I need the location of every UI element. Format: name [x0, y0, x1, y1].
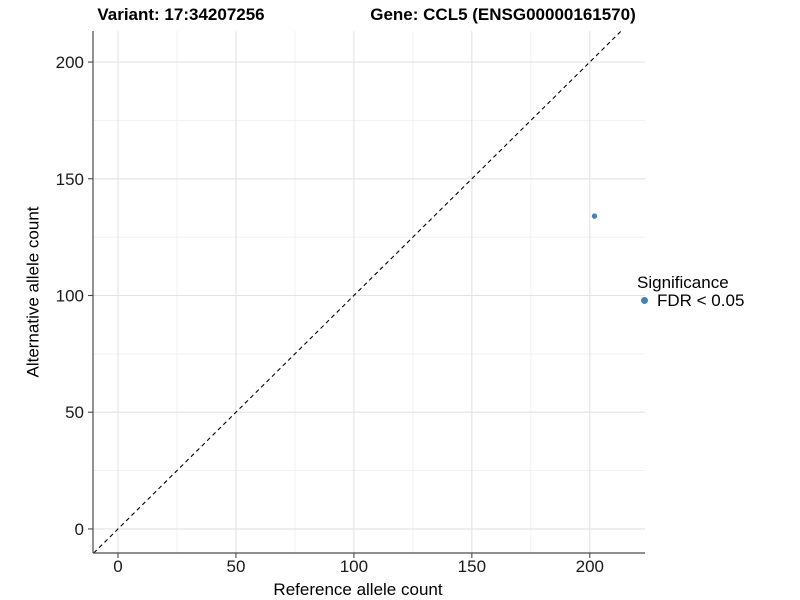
x-tick-label: 50	[226, 557, 245, 576]
y-tick-label: 100	[56, 287, 84, 306]
y-tick-label: 200	[56, 53, 84, 72]
y-tick-label: 150	[56, 170, 84, 189]
x-axis-title: Reference allele count	[273, 580, 443, 599]
legend: Significance FDR < 0.05	[637, 274, 744, 309]
y-tick-label: 0	[75, 520, 84, 539]
x-tick-label: 200	[576, 557, 604, 576]
legend-title: Significance	[637, 273, 729, 292]
identity-dashed-line	[93, 30, 622, 554]
legend-point-swatch	[641, 297, 648, 304]
x-tick-label: 150	[458, 557, 486, 576]
legend-item-fdr: FDR < 0.05	[637, 292, 744, 309]
y-tick-label: 50	[65, 403, 84, 422]
plot-title-gene: Gene: CCL5 (ENSG00000161570)	[370, 5, 636, 24]
legend-item-label: FDR < 0.05	[657, 291, 745, 310]
x-tick-label: 100	[340, 557, 368, 576]
data-point	[591, 213, 598, 219]
y-axis-title: Alternative allele count	[23, 206, 43, 378]
x-tick-label: 0	[113, 557, 122, 576]
plot-title-variant: Variant: 17:34207256	[97, 5, 265, 24]
